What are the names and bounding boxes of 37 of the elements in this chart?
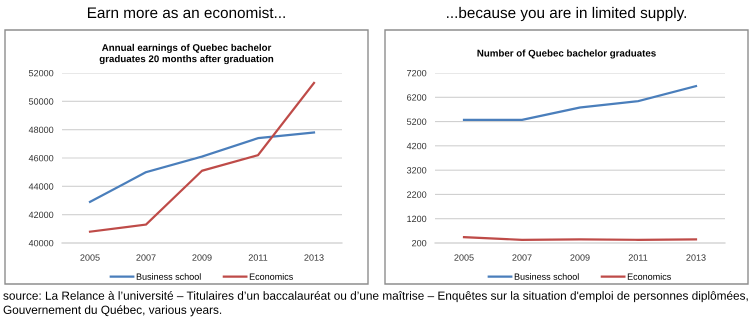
- y-tick-label: 44000: [28, 183, 54, 190]
- line-series: [88, 131, 316, 204]
- y-tick-label: 5200: [406, 118, 426, 125]
- y-tick-label: 7200: [407, 70, 426, 76]
- chart-title: Number of Quebec bachelor graduates: [477, 49, 656, 59]
- x-tick-label: 2009: [192, 254, 212, 261]
- legend-label: Business school: [136, 273, 201, 280]
- y-tick-label: 4200: [406, 142, 426, 150]
- chart-subtitle: Earn more as an economist...: [88, 6, 285, 18]
- legend-label: Business school: [514, 273, 579, 280]
- y-tick-label: 42000: [28, 212, 54, 218]
- legend-label: Economics: [250, 273, 293, 280]
- y-tick-label: 50000: [28, 98, 54, 105]
- source-note: source: La Relance à l’université – Titulaires d’un baccalauréat ou d’une maîtrise – Enquêtes sur la situation d'emploi de personnes diplômées, Gouvernement du Québec, various years.: [3, 291, 748, 316]
- x-tick-label: 2007: [512, 254, 532, 261]
- y-tick-label: 1200: [407, 216, 426, 222]
- y-tick-label: 40000: [28, 240, 54, 246]
- y-tick-label: 6200: [407, 94, 426, 101]
- x-tick-label: 2007: [136, 254, 156, 261]
- chart-title: Annual earnings of Quebec bachelor graduates 20 months after graduation: [100, 44, 274, 64]
- y-tick-label: 2200: [407, 191, 426, 198]
- y-tick-label: 200: [412, 240, 426, 246]
- y-tick-label: 52000: [28, 70, 54, 76]
- legend-label: Economics: [628, 273, 671, 280]
- chart-subtitle: ...because you are in limited supply.: [447, 6, 686, 22]
- x-tick-label: 2013: [304, 254, 324, 261]
- y-tick-label: 46000: [28, 154, 54, 162]
- x-tick-label: 2013: [686, 254, 706, 261]
- x-tick-label: 2005: [80, 254, 100, 261]
- x-tick-label: 2005: [454, 254, 474, 261]
- x-tick-label: 2011: [248, 254, 268, 261]
- line-series: [88, 82, 316, 233]
- line-series: [462, 85, 698, 121]
- y-tick-label: 48000: [28, 126, 54, 134]
- x-tick-label: 2011: [628, 254, 648, 261]
- y-tick-label: 3200: [406, 167, 426, 174]
- x-tick-label: 2009: [570, 254, 590, 261]
